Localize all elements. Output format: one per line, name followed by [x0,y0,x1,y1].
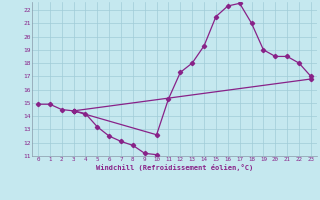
X-axis label: Windchill (Refroidissement éolien,°C): Windchill (Refroidissement éolien,°C) [96,164,253,171]
